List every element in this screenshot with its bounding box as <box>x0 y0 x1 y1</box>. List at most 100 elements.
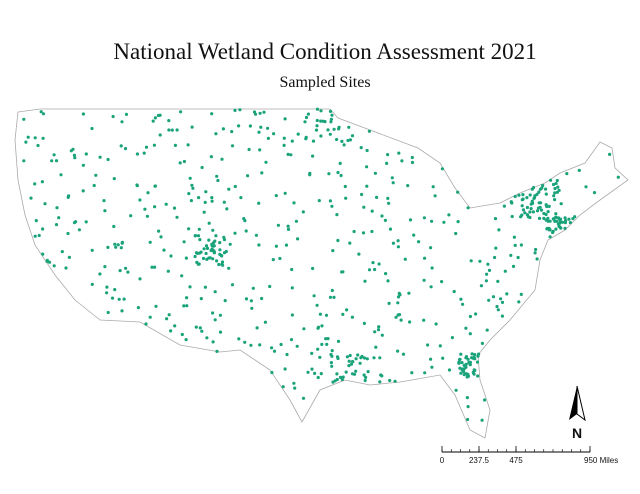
site <box>343 184 347 189</box>
site <box>166 269 170 273</box>
site <box>239 196 243 200</box>
site <box>354 369 358 373</box>
site <box>250 306 254 310</box>
site <box>517 300 521 304</box>
site <box>545 226 550 231</box>
site <box>224 249 228 254</box>
site <box>50 159 54 163</box>
site <box>94 173 98 177</box>
site <box>283 117 287 121</box>
site <box>215 349 219 353</box>
site <box>335 213 339 217</box>
site <box>290 313 294 317</box>
site <box>257 201 261 205</box>
site <box>213 290 217 294</box>
site <box>377 262 381 266</box>
site <box>217 262 221 267</box>
site <box>316 347 320 351</box>
site <box>203 285 207 289</box>
site <box>258 148 262 152</box>
site <box>330 204 334 208</box>
site <box>292 201 296 205</box>
site <box>338 375 343 379</box>
site <box>187 227 191 231</box>
site <box>81 163 85 167</box>
site <box>328 199 332 203</box>
site <box>476 374 480 378</box>
arrow-left <box>569 386 577 420</box>
site <box>259 125 263 129</box>
site <box>243 340 247 344</box>
site <box>577 168 581 172</box>
site <box>41 227 45 231</box>
site <box>456 190 460 194</box>
site <box>335 372 339 376</box>
site <box>301 396 306 400</box>
site <box>223 299 227 303</box>
site <box>348 241 352 245</box>
scale-label: 475 <box>509 456 523 465</box>
site <box>233 184 237 189</box>
site <box>544 192 548 196</box>
north-arrow: N <box>569 385 586 441</box>
site <box>182 240 186 244</box>
site <box>535 257 539 261</box>
site <box>284 243 289 247</box>
site <box>260 296 264 301</box>
site <box>266 136 270 140</box>
site <box>361 231 366 235</box>
site <box>364 375 368 379</box>
site <box>512 235 517 239</box>
site <box>90 248 94 252</box>
site <box>200 329 204 333</box>
site <box>186 143 190 147</box>
site <box>525 196 529 200</box>
site <box>196 234 201 238</box>
site <box>214 234 218 238</box>
site <box>459 371 463 375</box>
site <box>330 113 334 117</box>
site <box>509 253 513 257</box>
site <box>549 178 553 182</box>
site <box>37 233 41 238</box>
site <box>483 398 487 402</box>
site <box>207 238 211 242</box>
site <box>505 292 509 296</box>
site <box>394 315 398 319</box>
site <box>215 174 219 178</box>
site <box>286 152 290 156</box>
site <box>310 351 314 355</box>
site <box>212 249 216 253</box>
site <box>370 209 374 213</box>
site <box>473 353 477 357</box>
site <box>397 291 401 295</box>
site <box>301 210 305 214</box>
site <box>246 174 250 178</box>
site <box>319 372 323 376</box>
site <box>386 196 390 200</box>
site <box>220 260 225 264</box>
site <box>41 112 46 116</box>
site <box>316 375 320 380</box>
site <box>400 159 404 163</box>
site <box>520 198 524 202</box>
site <box>323 120 327 124</box>
site <box>303 120 307 124</box>
site <box>196 262 200 266</box>
site <box>172 206 177 210</box>
site <box>74 220 78 224</box>
site <box>33 136 37 140</box>
site <box>114 245 118 249</box>
site <box>210 196 214 200</box>
site <box>119 246 123 250</box>
site <box>210 112 214 116</box>
site <box>129 214 133 218</box>
site <box>242 217 246 221</box>
site <box>430 219 434 223</box>
site <box>551 230 555 235</box>
site <box>211 228 215 232</box>
site <box>257 130 261 134</box>
site <box>329 120 333 124</box>
site <box>341 312 345 316</box>
